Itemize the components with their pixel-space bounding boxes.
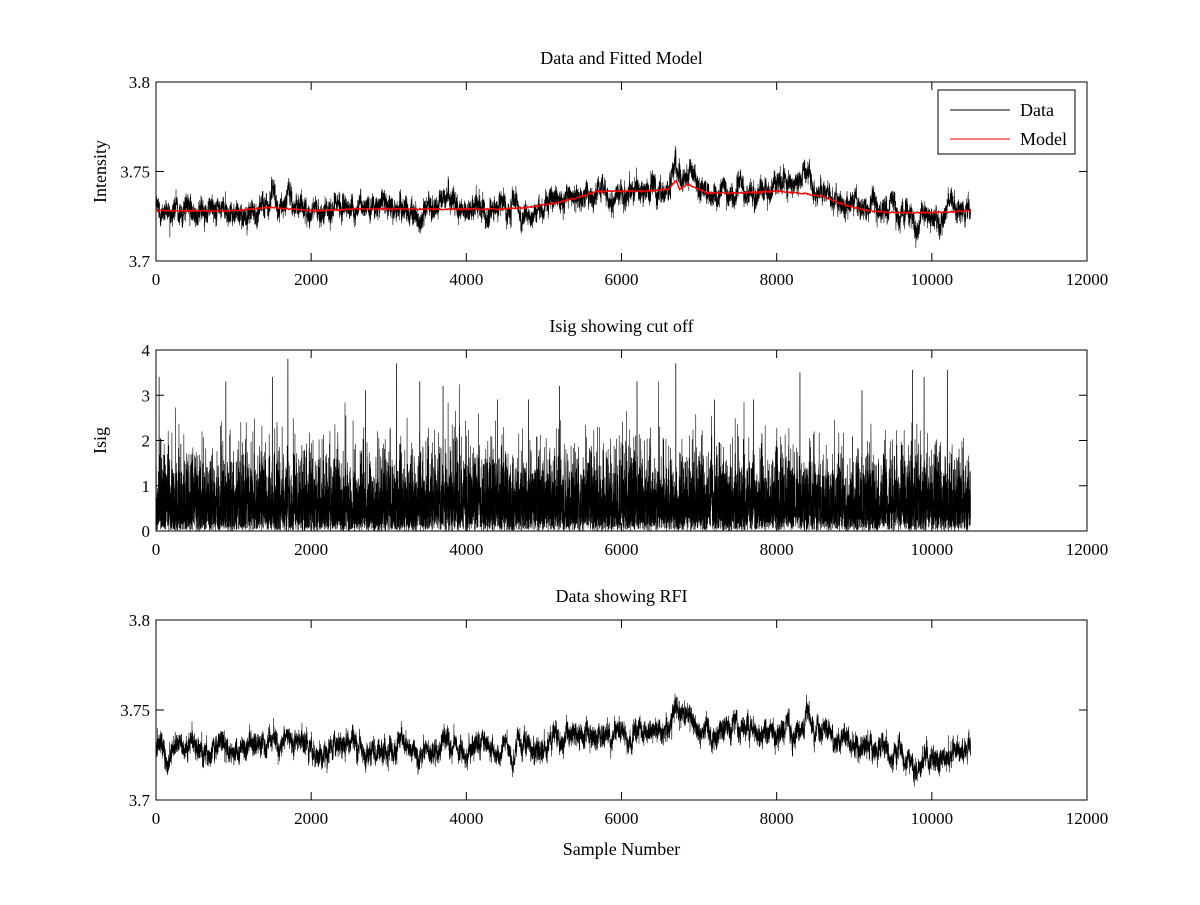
chart-2-xtick-label: 6000 <box>605 540 639 559</box>
chart-2-xtick-label: 10000 <box>911 540 954 559</box>
chart-1: 0 2000 4000 6000 8000 10000 12000 3.7 3.75 3.8 Dat… <box>90 48 1108 289</box>
chart-3-xtick-label: 4000 <box>449 809 483 828</box>
chart-2: 0 2000 4000 6000 8000 10000 12000 0 1 2 3 4 Isig sho… <box>90 316 1108 559</box>
chart-2-xtick-label: 2000 <box>294 540 328 559</box>
chart-3-series-line-1 <box>156 693 971 787</box>
chart-3: 0 2000 4000 6000 8000 10000 12000 3.7 3.75 3.8 Dat… <box>120 586 1108 859</box>
chart-3-xtick-label: 6000 <box>605 809 639 828</box>
chart-1-ylabel: Intensity <box>90 140 110 203</box>
chart-2-xtick-label: 8000 <box>760 540 794 559</box>
chart-1-ytick-label: 3.75 <box>120 163 150 182</box>
chart-1-legend-label-data: Data <box>1020 100 1054 120</box>
chart-3-xlabel: Sample Number <box>563 839 680 859</box>
chart-1-xtick-label: 6000 <box>605 270 639 289</box>
chart-2-xtick-label: 4000 <box>449 540 483 559</box>
chart-3-ytick-label: 3.75 <box>120 701 150 720</box>
chart-1-xtick-label: 2000 <box>294 270 328 289</box>
chart-1-ytick-label: 3.8 <box>129 73 150 92</box>
chart-2-title: Isig showing cut off <box>549 316 693 336</box>
chart-2-ytick-label: 2 <box>142 432 151 451</box>
chart-1-legend: Data Model <box>937 89 1076 155</box>
chart-3-title: Data showing RFI <box>556 586 688 606</box>
chart-2-ytick-label: 4 <box>142 341 151 360</box>
chart-1-xtick-label: 12000 <box>1066 270 1109 289</box>
chart-1-xtick-label: 4000 <box>449 270 483 289</box>
chart-3-xtick-label: 8000 <box>760 809 794 828</box>
chart-2-ytick-label: 0 <box>142 522 151 541</box>
chart-2-series-line-1 <box>156 358 971 531</box>
chart-3-ytick-label: 3.7 <box>129 791 151 810</box>
chart-1-legend-box <box>937 89 1076 155</box>
chart-2-ytick-label: 3 <box>142 386 151 405</box>
chart-2-xtick-label: 0 <box>152 540 161 559</box>
chart-3-xtick-label: 2000 <box>294 809 328 828</box>
chart-2-xtick-label: 12000 <box>1066 540 1109 559</box>
chart-3-xtick-label: 10000 <box>911 809 954 828</box>
chart-1-xtick-label: 8000 <box>760 270 794 289</box>
chart-1-xtick-label: 0 <box>152 270 161 289</box>
chart-3-xtick-label: 12000 <box>1066 809 1109 828</box>
chart-3-xtick-label: 0 <box>152 809 161 828</box>
chart-2-ylabel: Isig <box>90 427 110 454</box>
chart-1-legend-label-model: Model <box>1020 129 1067 149</box>
chart-1-ytick-label: 3.7 <box>129 252 151 271</box>
chart-1-series-model-2 <box>156 179 972 215</box>
chart-2-ytick-label: 1 <box>142 477 151 496</box>
chart-1-xtick-label: 10000 <box>911 270 954 289</box>
chart-1-title: Data and Fitted Model <box>540 48 702 68</box>
chart-3-ytick-label: 3.8 <box>129 611 150 630</box>
